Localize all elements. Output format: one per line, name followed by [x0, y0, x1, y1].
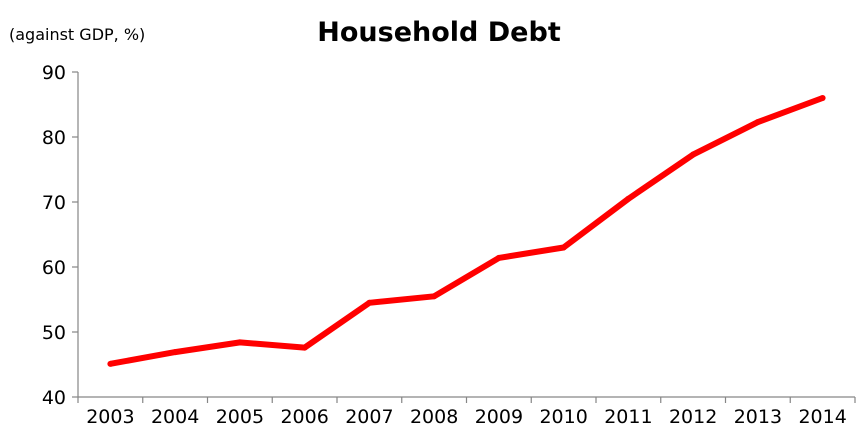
- y-tick-label: 50: [42, 322, 66, 344]
- data-point: [366, 299, 373, 306]
- chart-title: Household Debt: [317, 17, 561, 48]
- data-point: [236, 339, 243, 346]
- data-point: [625, 195, 632, 202]
- y-axis-unit-label: (against GDP, %): [9, 25, 145, 44]
- y-axis: 40 50 60 70 80 90: [42, 62, 79, 409]
- y-tick-label: 90: [42, 62, 66, 84]
- data-point: [560, 244, 567, 251]
- data-point: [690, 151, 697, 158]
- x-tick-label: 2010: [539, 406, 587, 428]
- x-tick-label: 2014: [798, 406, 846, 428]
- x-tick-label: 2008: [410, 406, 458, 428]
- x-tick-label: 2012: [669, 406, 717, 428]
- x-tick-label: 2009: [475, 406, 523, 428]
- data-point: [819, 95, 826, 101]
- x-tick-label: 2011: [604, 406, 652, 428]
- y-tick-label: 40: [42, 387, 66, 409]
- y-tick-label: 60: [42, 257, 66, 279]
- data-point: [754, 119, 761, 126]
- x-tick-label: 2005: [216, 406, 264, 428]
- x-tick-label: 2006: [280, 406, 328, 428]
- x-tick-label: 2013: [734, 406, 782, 428]
- data-point: [431, 293, 438, 300]
- data-point: [495, 254, 502, 261]
- data-point: [301, 344, 308, 351]
- data-point: [107, 360, 114, 367]
- y-tick-label: 70: [42, 192, 66, 214]
- y-tick-label: 80: [42, 127, 66, 149]
- series-line: [109, 95, 824, 367]
- x-axis: 2003 2004 2005 2006 2007 2008 2009 2010 2011 2012…: [77, 396, 856, 428]
- data-point: [172, 349, 179, 356]
- series-group: [107, 95, 826, 367]
- x-tick-label: 2004: [151, 406, 199, 428]
- x-tick-label: 2007: [345, 406, 393, 428]
- x-tick-label: 2003: [86, 406, 134, 428]
